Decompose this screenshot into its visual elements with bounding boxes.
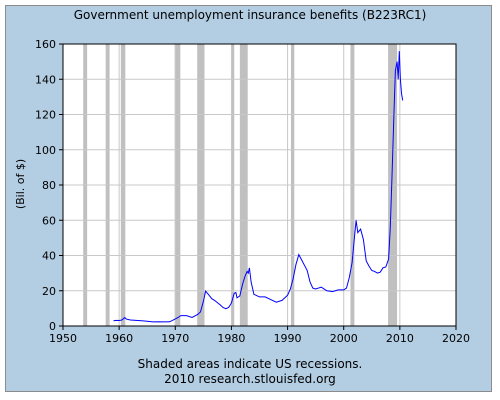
y-tick-label-7: 140	[35, 73, 56, 86]
chart-title: Government unemployment insurance benefi…	[73, 8, 427, 22]
y-axis-label: (Bil. of $)	[14, 159, 27, 209]
footer-source: 2010 research.stlouisfed.org	[164, 372, 336, 386]
y-tick-label-3: 60	[42, 214, 56, 227]
series-line-0	[113, 51, 404, 323]
x-tick-label-6: 2010	[386, 332, 414, 345]
x-tick-label-5: 2000	[330, 332, 358, 345]
y-tick-label-2: 40	[42, 250, 56, 263]
y-tick-label-6: 120	[35, 109, 56, 122]
y-tick-label-1: 20	[42, 285, 56, 298]
x-tick-label-3: 1980	[217, 332, 245, 345]
footer-note: Shaded areas indicate US recessions.	[137, 357, 363, 371]
plot-area: 0 20 40 60 80 100 120 140 160 1950 1960 1970 1980 199…	[35, 38, 470, 345]
x-tick-label-2: 1970	[161, 332, 189, 345]
y-tick-label-0: 0	[49, 320, 56, 333]
x-tick-label-0: 1950	[49, 332, 77, 345]
x-tick-label-1: 1960	[105, 332, 133, 345]
y-tick-label-5: 100	[35, 144, 56, 157]
x-tick-label-4: 1990	[274, 332, 302, 345]
y-tick-label-8: 160	[35, 38, 56, 51]
x-tick-label-7: 2020	[442, 332, 470, 345]
y-tick-label-4: 80	[42, 179, 56, 192]
